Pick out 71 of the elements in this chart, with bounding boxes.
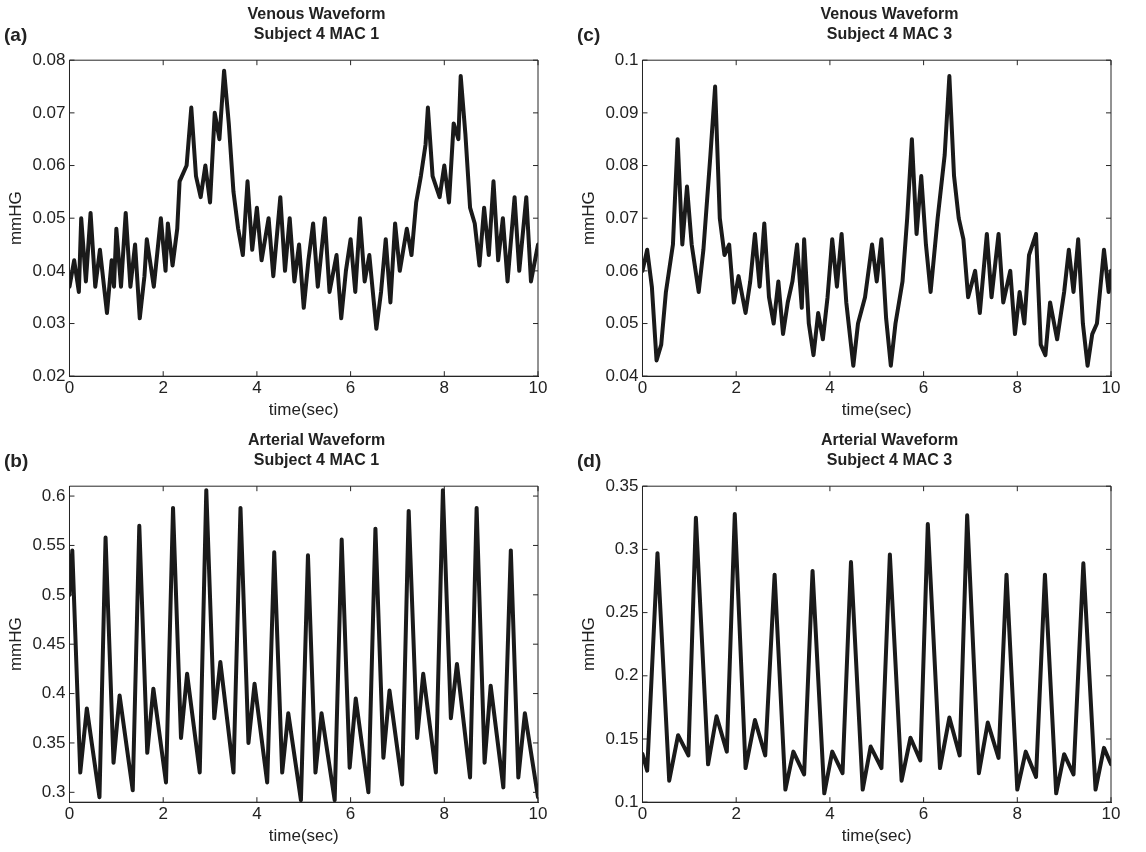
y-axis-title: mmHG: [5, 617, 25, 672]
y-tick-label: 0.15: [605, 728, 639, 748]
y-tick-label: 0.4: [41, 683, 66, 703]
x-tick-label: 0: [64, 804, 75, 824]
y-tick-label: 0.35: [32, 732, 66, 752]
chart-title: Venous Waveform: [819, 4, 960, 24]
x-tick-label: 8: [439, 804, 450, 824]
y-tick-label: 0.06: [605, 260, 639, 280]
chart-subtitle: Subject 4 MAC 3: [825, 450, 954, 470]
y-tick-label: 0.2: [614, 665, 639, 685]
y-tick-label: 0.5: [41, 584, 66, 604]
text: (d): [577, 450, 602, 472]
x-axis-title: time(sec): [268, 826, 339, 846]
y-tick-label: 0.02: [32, 365, 66, 385]
y-tick-label: 0.25: [605, 602, 639, 622]
x-tick-label: 4: [825, 378, 835, 398]
x-axis-title: time(sec): [268, 400, 339, 420]
y-tick-label: 0.6: [41, 485, 66, 505]
y-tick-label: 0.06: [32, 155, 66, 175]
y-tick-label: 0.45: [32, 633, 66, 653]
text: (b): [4, 450, 29, 472]
x-tick-label: 4: [825, 804, 835, 824]
y-tick-label: 0.1: [614, 791, 639, 811]
x-tick-label: 2: [731, 804, 741, 824]
y-tick-label: 0.3: [41, 782, 66, 802]
y-tick-label: 0.3: [614, 539, 639, 559]
y-tick-label: 0.04: [605, 365, 639, 385]
x-tick-label: 0: [637, 804, 648, 824]
y-tick-label: 0.1: [614, 49, 639, 69]
x-tick-label: 6: [345, 804, 356, 824]
text: (a): [4, 24, 28, 46]
x-tick-label: 6: [345, 378, 356, 398]
y-tick-label: 0.05: [32, 207, 66, 227]
y-tick-label: 0.35: [605, 475, 639, 495]
x-axis-title: time(sec): [841, 826, 912, 846]
chart-title: Venous Waveform: [246, 4, 387, 24]
y-tick-label: 0.04: [32, 260, 66, 280]
x-tick-label: 8: [1012, 804, 1023, 824]
y-axis-title: mmHG: [5, 191, 25, 246]
x-tick-label: 8: [439, 378, 450, 398]
chart-subtitle: Subject 4 MAC 3: [825, 24, 954, 44]
y-tick-label: 0.05: [605, 313, 639, 333]
x-tick-label: 8: [1012, 378, 1023, 398]
y-tick-label: 0.03: [32, 313, 66, 333]
x-tick-label: 6: [918, 804, 929, 824]
y-tick-label: 0.09: [605, 102, 639, 122]
y-tick-label: 0.55: [32, 535, 66, 555]
x-tick-label: 2: [158, 804, 168, 824]
x-tick-label: 2: [158, 378, 168, 398]
x-tick-label: 4: [252, 378, 262, 398]
x-tick-label: 10: [1101, 378, 1121, 398]
chart-title: Arterial Waveform: [246, 430, 387, 450]
chart-subtitle: Subject 4 MAC 1: [252, 450, 381, 470]
x-tick-label: 0: [637, 378, 648, 398]
x-tick-label: 2: [731, 378, 741, 398]
y-tick-label: 0.07: [605, 207, 639, 227]
x-tick-label: 10: [528, 804, 548, 824]
y-axis-title: mmHG: [578, 191, 598, 246]
x-tick-label: 4: [252, 804, 262, 824]
chart-title: Arterial Waveform: [819, 430, 960, 450]
y-tick-label: 0.08: [32, 49, 66, 69]
x-tick-label: 10: [528, 378, 548, 398]
x-tick-label: 10: [1101, 804, 1121, 824]
y-tick-label: 0.08: [605, 155, 639, 175]
chart-subtitle: Subject 4 MAC 1: [252, 24, 381, 44]
x-tick-label: 0: [64, 378, 75, 398]
x-axis-title: time(sec): [841, 400, 912, 420]
y-axis-title: mmHG: [578, 617, 598, 672]
text: (c): [577, 24, 601, 46]
x-tick-label: 6: [918, 378, 929, 398]
y-tick-label: 0.07: [32, 102, 66, 122]
